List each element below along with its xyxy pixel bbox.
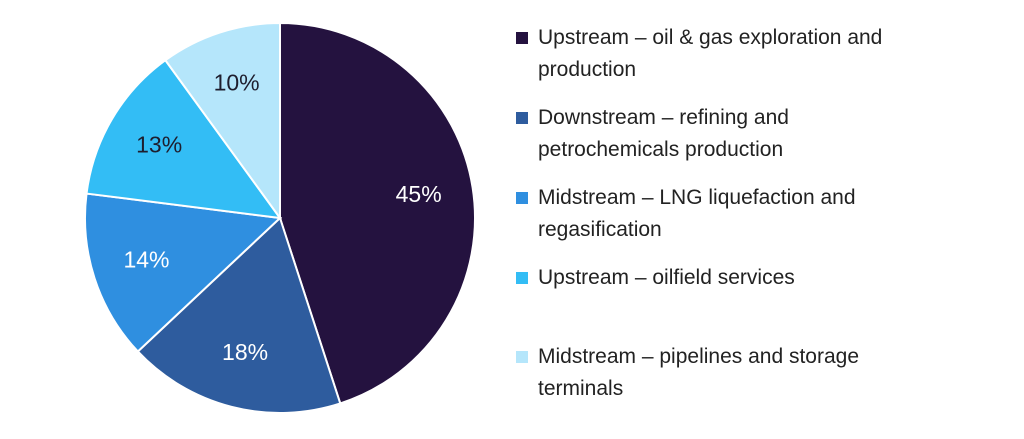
legend-swatch <box>516 32 528 44</box>
legend: Upstream – oil & gas exploration and pro… <box>516 22 936 405</box>
legend-swatch <box>516 272 528 284</box>
value-label: 14% <box>123 246 169 272</box>
legend-entry: Midstream – pipelines and storage termin… <box>516 341 936 405</box>
pie-slice <box>279 21 476 405</box>
value-label: 18% <box>222 339 268 365</box>
legend-entry: Downstream – refining and petrochemicals… <box>516 102 936 166</box>
legend-label: Upstream – oilfield services <box>538 266 795 289</box>
pie-slice <box>85 58 283 220</box>
legend-label: Midstream – pipelines and storage termin… <box>538 345 860 400</box>
value-label: 10% <box>214 70 260 96</box>
legend-swatch <box>516 192 528 204</box>
legend-entry: Upstream – oilfield services <box>516 262 936 294</box>
pie-slice <box>84 192 283 353</box>
legend-entry: Midstream – LNG liquefaction and regasif… <box>516 182 936 246</box>
value-label: 13% <box>136 132 182 158</box>
legend-entry: Upstream – oil & gas exploration and pro… <box>516 22 936 86</box>
legend-swatch <box>516 112 528 124</box>
value-label: 45% <box>396 181 442 207</box>
legend-label: Midstream – LNG liquefaction and regasif… <box>538 186 856 241</box>
legend-label: Upstream – oil & gas exploration and pro… <box>538 26 883 81</box>
pie-slice <box>163 21 281 222</box>
legend-swatch <box>516 351 528 363</box>
pie-slice <box>136 216 342 414</box>
legend-label: Downstream – refining and petrochemicals… <box>538 106 789 161</box>
